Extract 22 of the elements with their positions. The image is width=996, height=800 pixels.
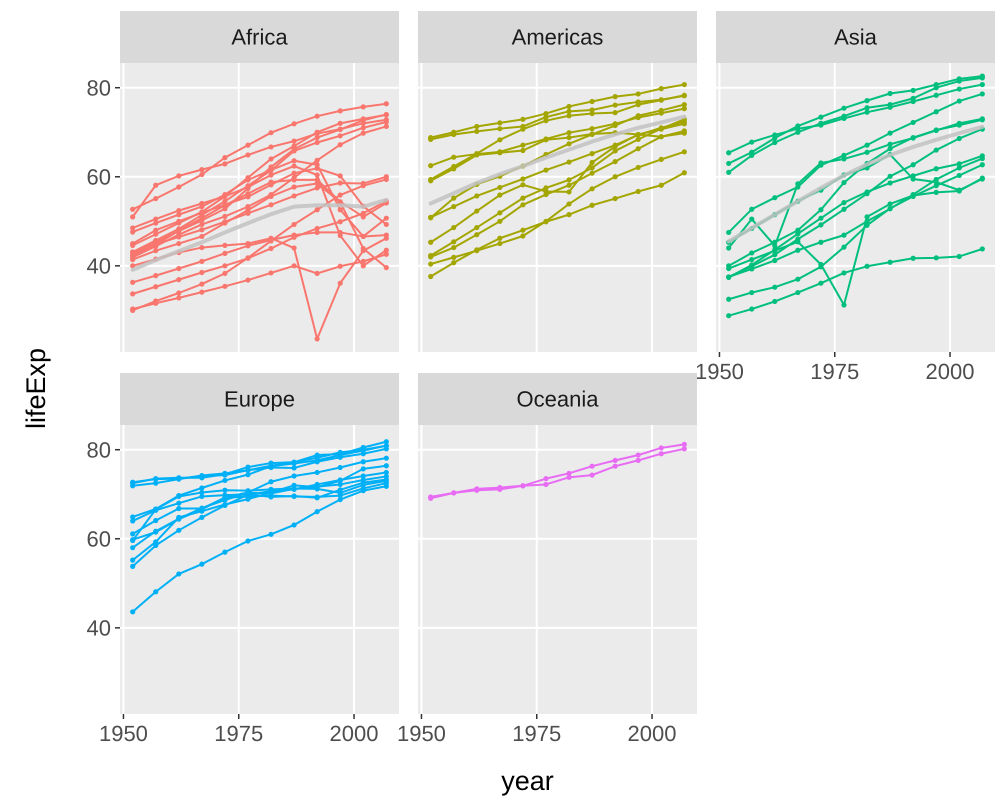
y-tick-label: 40 bbox=[86, 254, 111, 279]
x-tick-label: 1950 bbox=[694, 359, 744, 384]
x-tick-label: 2000 bbox=[926, 359, 975, 384]
chart-title: Asia bbox=[834, 24, 878, 50]
chart-title: Americas bbox=[512, 24, 604, 50]
chart-title: Europe bbox=[224, 386, 295, 412]
y-axis-title: lifeExp bbox=[21, 348, 51, 430]
x-tick-label: 1975 bbox=[512, 721, 562, 746]
x-tick-label: 1950 bbox=[396, 721, 446, 746]
y-tick-label: 60 bbox=[86, 526, 111, 552]
x-axis-title: year bbox=[501, 766, 554, 796]
y-tick-label: 40 bbox=[86, 616, 111, 641]
x-tick-label: 1975 bbox=[214, 721, 264, 746]
x-tick-label: 2000 bbox=[628, 721, 677, 746]
y-tick-label: 60 bbox=[86, 164, 111, 190]
y-tick-label: 80 bbox=[86, 75, 111, 100]
x-tick-label: 1950 bbox=[98, 721, 148, 746]
x-tick-label: 1975 bbox=[810, 359, 860, 384]
chart-title: Oceania bbox=[516, 386, 600, 412]
x-tick-label: 2000 bbox=[330, 721, 379, 746]
chart-title: Africa bbox=[231, 24, 288, 50]
y-tick-label: 80 bbox=[86, 437, 111, 462]
